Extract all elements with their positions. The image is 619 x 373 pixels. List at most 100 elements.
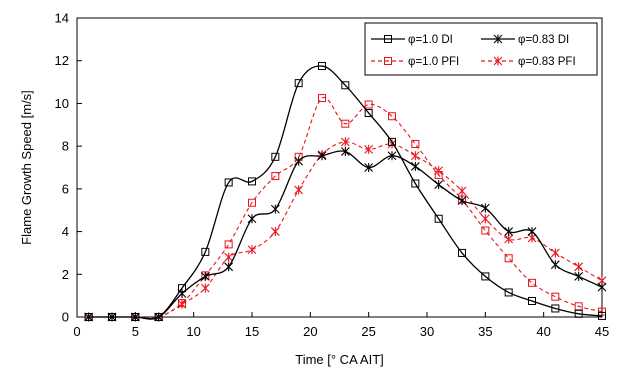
legend-swatch-marker [384,57,392,65]
x-tick-label: 40 [536,324,550,339]
data-point [108,313,116,321]
data-point [317,151,327,161]
series-line [88,65,603,320]
data-point [224,240,233,249]
data-point [388,112,396,121]
y-tick-label: 12 [55,53,69,68]
data-point [340,137,350,147]
data-point [270,204,280,214]
data-point [480,214,490,224]
data-point [551,304,560,313]
legend-label: φ=0.83 PFI [518,56,576,68]
data-point [457,196,467,206]
data-point [200,271,210,281]
data-point [574,262,584,272]
legend-item-1: φ=0.83 DI [481,34,569,46]
data-point [247,245,257,255]
y-axis-title: Flame Growth Speed [m/s] [19,90,34,245]
data-point [550,260,560,270]
data-point [504,227,514,237]
data-point [434,166,444,176]
legend-item-0: φ=1.0 DI [371,34,453,46]
data-point [434,180,444,190]
data-point [528,278,536,287]
data-point [504,288,513,297]
y-tick-label: 0 [62,310,69,325]
data-point [551,292,560,301]
data-point [550,248,560,258]
legend-label: φ=1.0 DI [408,34,453,46]
y-tick-label: 6 [62,181,69,196]
y-tick-label: 4 [62,224,69,239]
legend-item-3: φ=0.83 PFI [481,56,576,68]
series-layer [84,62,607,322]
series-line [88,97,603,319]
data-point [294,185,304,195]
data-point [364,109,373,118]
data-point [481,226,490,235]
data-point [481,272,490,281]
data-point [364,144,374,154]
y-tick-label: 10 [55,96,69,111]
data-point [411,179,420,188]
data-point [131,313,140,321]
legend-item-2: φ=1.0 PFI [371,56,459,68]
data-point [318,94,326,103]
data-point [178,284,186,293]
data-point [248,177,256,186]
y-tick-label: 14 [55,11,69,26]
data-point [154,313,163,321]
legend: φ=1.0 DI φ=0.83 DI φ=1.0 PFI φ=0.83 PFI [364,22,598,76]
data-point [224,262,234,272]
series-0 [84,62,606,321]
data-point [574,271,584,281]
data-point [480,203,490,213]
data-point [271,172,280,181]
data-point [247,214,257,224]
x-axis-title: Time [° CA AIT] [295,352,384,367]
data-point [410,161,420,171]
x-tick-label: 10 [186,324,200,339]
data-point [434,214,443,223]
data-point [410,151,420,161]
data-point [248,198,256,207]
data-point [364,163,374,172]
data-point [528,296,536,305]
legend-box [364,22,598,76]
data-point [504,254,513,263]
data-point [318,62,326,71]
x-tick-label: 15 [245,324,259,339]
data-point [341,81,350,90]
data-point [527,227,537,237]
data-point [364,100,373,109]
data-point [411,140,420,149]
data-point [224,252,234,262]
data-point [271,152,280,161]
data-point [458,248,466,257]
axis-ticks: 0 5 10 15 20 25 30 35 40 45 0 2 4 6 8 10 12 14 [55,11,610,340]
data-point [84,313,93,321]
data-point [457,186,467,196]
x-tick-label: 20 [303,324,317,339]
legend-label: φ=1.0 PFI [408,56,459,68]
data-point [387,151,397,161]
data-point [224,178,233,187]
data-point [201,247,210,256]
legend-label: φ=0.83 DI [518,34,569,46]
legend-swatch-marker [384,35,392,43]
legend-swatch-marker [493,34,503,44]
data-point [294,156,304,166]
data-point [341,119,350,128]
x-tick-label: 25 [361,324,375,339]
data-point [598,307,606,316]
data-point [270,227,280,237]
x-tick-label: 30 [420,324,434,339]
x-tick-label: 45 [595,324,609,339]
y-tick-label: 8 [62,139,69,154]
x-tick-label: 0 [73,324,80,339]
data-point [294,79,303,88]
data-point [177,299,187,309]
legend-swatch-marker [493,56,503,66]
data-point [598,311,606,320]
